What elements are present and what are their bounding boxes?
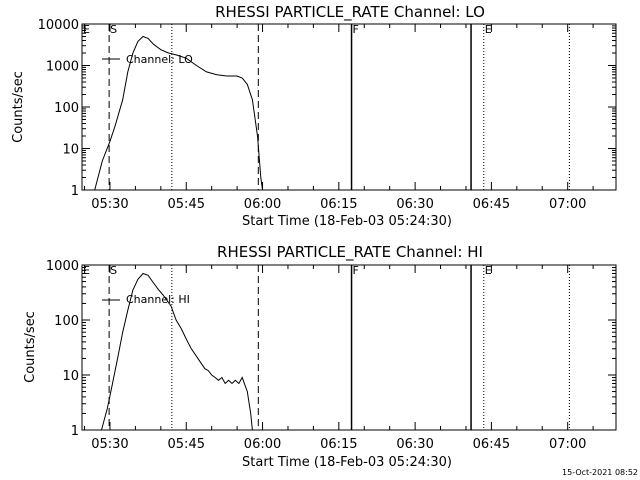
- x-tick-label: 06:45: [473, 197, 510, 212]
- x-tick-label: 06:00: [244, 437, 281, 452]
- footer-date: 15-Oct-2021 08:52: [562, 468, 638, 477]
- y-tick-label: 1: [71, 184, 79, 199]
- y-tick-label: 100: [54, 314, 79, 329]
- marker-label-s: S: [110, 264, 117, 277]
- x-tick-label: 06:30: [396, 197, 433, 212]
- chart-title-hi: RHESSI PARTICLE_RATE Channel: HI: [217, 243, 483, 262]
- marker-label-e: E: [485, 264, 492, 277]
- y-tick-label: 10: [62, 143, 79, 158]
- marker-label-f: F: [353, 23, 359, 36]
- x-tick-label: 06:45: [473, 437, 510, 452]
- x-tick-label: 07:00: [549, 197, 586, 212]
- y-tick-label: 10000: [38, 18, 79, 33]
- series-line-hi: [101, 272, 253, 431]
- marker-label-e: E: [83, 264, 90, 277]
- x-tick-label: 05:45: [168, 197, 205, 212]
- marker-label-e: E: [485, 23, 492, 36]
- legend-label-hi: Channel: HI: [126, 293, 190, 306]
- x-tick-label: 05:30: [91, 437, 128, 452]
- y-tick-label: 100: [54, 101, 79, 116]
- x-tick-label: 06:15: [320, 437, 357, 452]
- panel-channel-lo: RHESSI PARTICLE_RATE Channel: LO Start T…: [11, 3, 617, 229]
- y-tick-label: 1: [71, 424, 79, 439]
- x-tick-label: 05:30: [91, 197, 128, 212]
- x-tick-label: 07:00: [549, 437, 586, 452]
- y-tick-label: 10: [62, 369, 79, 384]
- marker-label-s: S: [110, 23, 117, 36]
- y-tick-label: 1000: [46, 60, 79, 75]
- series-line-lo: [94, 35, 263, 191]
- marker-label-e: E: [83, 23, 90, 36]
- legend-label-lo: Channel: LO: [126, 53, 193, 66]
- plot-frame: [81, 264, 617, 431]
- marker-label-f: F: [353, 264, 359, 277]
- x-tick-label: 06:00: [244, 197, 281, 212]
- y-axis-label-lo: Counts/sec: [11, 71, 26, 143]
- y-axis-label-hi: Counts/sec: [23, 311, 38, 383]
- x-tick-label: 05:45: [168, 437, 205, 452]
- x-tick-label: 06:30: [396, 437, 433, 452]
- x-tick-label: 06:15: [320, 197, 357, 212]
- x-axis-label-hi: Start Time (18-Feb-03 05:24:30): [242, 455, 452, 470]
- chart-title-lo: RHESSI PARTICLE_RATE Channel: LO: [215, 3, 485, 22]
- panel-channel-hi: RHESSI PARTICLE_RATE Channel: HI Start T…: [23, 243, 617, 470]
- y-tick-label: 1000: [46, 259, 79, 274]
- x-axis-label-lo: Start Time (18-Feb-03 05:24:30): [242, 214, 452, 229]
